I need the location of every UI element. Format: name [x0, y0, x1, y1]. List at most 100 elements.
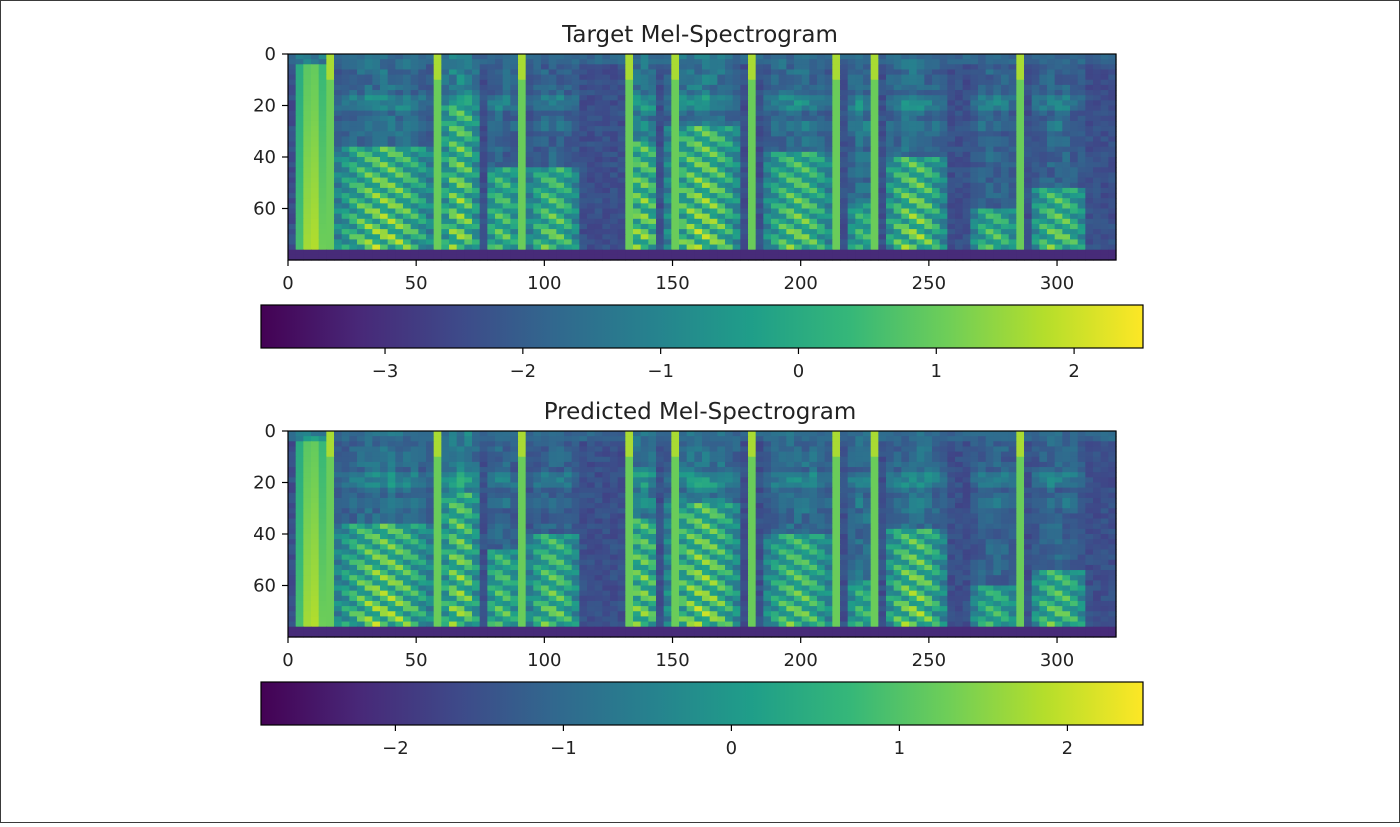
heatmap-cell [1108, 441, 1116, 447]
heatmap-cell [572, 234, 580, 240]
heatmap-cell [1093, 245, 1101, 251]
heatmap-cell [1009, 100, 1017, 106]
heatmap-cell [924, 203, 932, 209]
heatmap-cell [664, 152, 672, 158]
heatmap-cell [1085, 95, 1093, 101]
heatmap-cell [687, 224, 695, 230]
heatmap-cell [679, 100, 687, 106]
heatmap-cell [1070, 452, 1078, 458]
heatmap-cell [648, 80, 656, 86]
heatmap-cell [633, 209, 641, 215]
heatmap-cell [426, 54, 434, 60]
heatmap-cell [618, 157, 626, 163]
heatmap-cell [932, 59, 940, 65]
heatmap-cell [342, 224, 350, 230]
heatmap-cell [326, 452, 334, 458]
heatmap-cell [441, 250, 449, 256]
heatmap-cell [894, 172, 902, 178]
heatmap-cell [1047, 209, 1055, 215]
heatmap-cell [1085, 431, 1093, 437]
heatmap-cell [978, 188, 986, 194]
heatmap-cell [740, 90, 748, 96]
heatmap-cell [901, 95, 909, 101]
heatmap-cell [357, 452, 365, 458]
heatmap-cell [480, 183, 488, 189]
heatmap-cell [311, 157, 319, 163]
heatmap-cell [495, 457, 503, 463]
heatmap-cell [411, 245, 419, 251]
heatmap-cell [602, 121, 610, 127]
heatmap-cell [303, 142, 311, 148]
heatmap-cell [725, 90, 733, 96]
heatmap-cell [1024, 69, 1032, 75]
heatmap-cell [625, 121, 633, 127]
heatmap-cell [610, 457, 618, 463]
heatmap-cell [763, 167, 771, 173]
heatmap-cell [595, 152, 603, 158]
heatmap-cell [702, 452, 710, 458]
heatmap-cell [472, 452, 480, 458]
heatmap-cell [963, 126, 971, 132]
heatmap-cell [380, 224, 388, 230]
heatmap-cell [840, 436, 848, 442]
heatmap-cell [924, 126, 932, 132]
heatmap-cell [395, 136, 403, 142]
heatmap-cell [564, 431, 572, 437]
heatmap-cell [487, 85, 495, 91]
heatmap-cell [848, 157, 856, 163]
heatmap-cell [610, 431, 618, 437]
heatmap-cell [411, 214, 419, 220]
heatmap-cell [288, 75, 296, 81]
heatmap-cell [986, 183, 994, 189]
heatmap-cell [1039, 64, 1047, 70]
heatmap-cell [786, 452, 794, 458]
heatmap-cell [924, 85, 932, 91]
heatmap-cell [319, 193, 327, 199]
heatmap-cell [802, 106, 810, 112]
heatmap-cell [794, 162, 802, 168]
heatmap-cell [924, 188, 932, 194]
heatmap-cell [978, 59, 986, 65]
heatmap-cell [1093, 100, 1101, 106]
heatmap-cell [395, 172, 403, 178]
heatmap-cell [464, 162, 472, 168]
heatmap-cell [549, 126, 557, 132]
heatmap-cell [671, 436, 679, 442]
heatmap-cell [503, 126, 511, 132]
heatmap-cell [702, 69, 710, 75]
heatmap-cell [993, 152, 1001, 158]
heatmap-cell [1047, 452, 1055, 458]
heatmap-cell [418, 90, 426, 96]
heatmap-cell [917, 234, 925, 240]
heatmap-cell [940, 229, 948, 235]
heatmap-cell [564, 80, 572, 86]
heatmap-cell [503, 441, 511, 447]
heatmap-cell [817, 250, 825, 256]
heatmap-cell [771, 198, 779, 204]
heatmap-cell [449, 219, 457, 225]
heatmap-cell [947, 59, 955, 65]
heatmap-cell [487, 54, 495, 60]
heatmap-cell [702, 85, 710, 91]
heatmap-cell [717, 64, 725, 70]
heatmap-cell [901, 100, 909, 106]
heatmap-cell [357, 162, 365, 168]
heatmap-cell [932, 234, 940, 240]
heatmap-cell [372, 95, 380, 101]
heatmap-cell [679, 64, 687, 70]
heatmap-cell [763, 457, 771, 463]
heatmap-cell [334, 245, 342, 251]
heatmap-cell [970, 209, 978, 215]
heatmap-cell [978, 436, 986, 442]
heatmap-cell [1062, 116, 1070, 122]
heatmap-cell [940, 239, 948, 245]
heatmap-cell [1078, 131, 1086, 137]
heatmap-cell [940, 193, 948, 199]
heatmap-cell [449, 147, 457, 153]
heatmap-cell [671, 188, 679, 194]
heatmap-cell [1085, 203, 1093, 209]
heatmap-cell [840, 90, 848, 96]
heatmap-cell [710, 219, 718, 225]
heatmap-cell [932, 95, 940, 101]
heatmap-cell [365, 239, 373, 245]
